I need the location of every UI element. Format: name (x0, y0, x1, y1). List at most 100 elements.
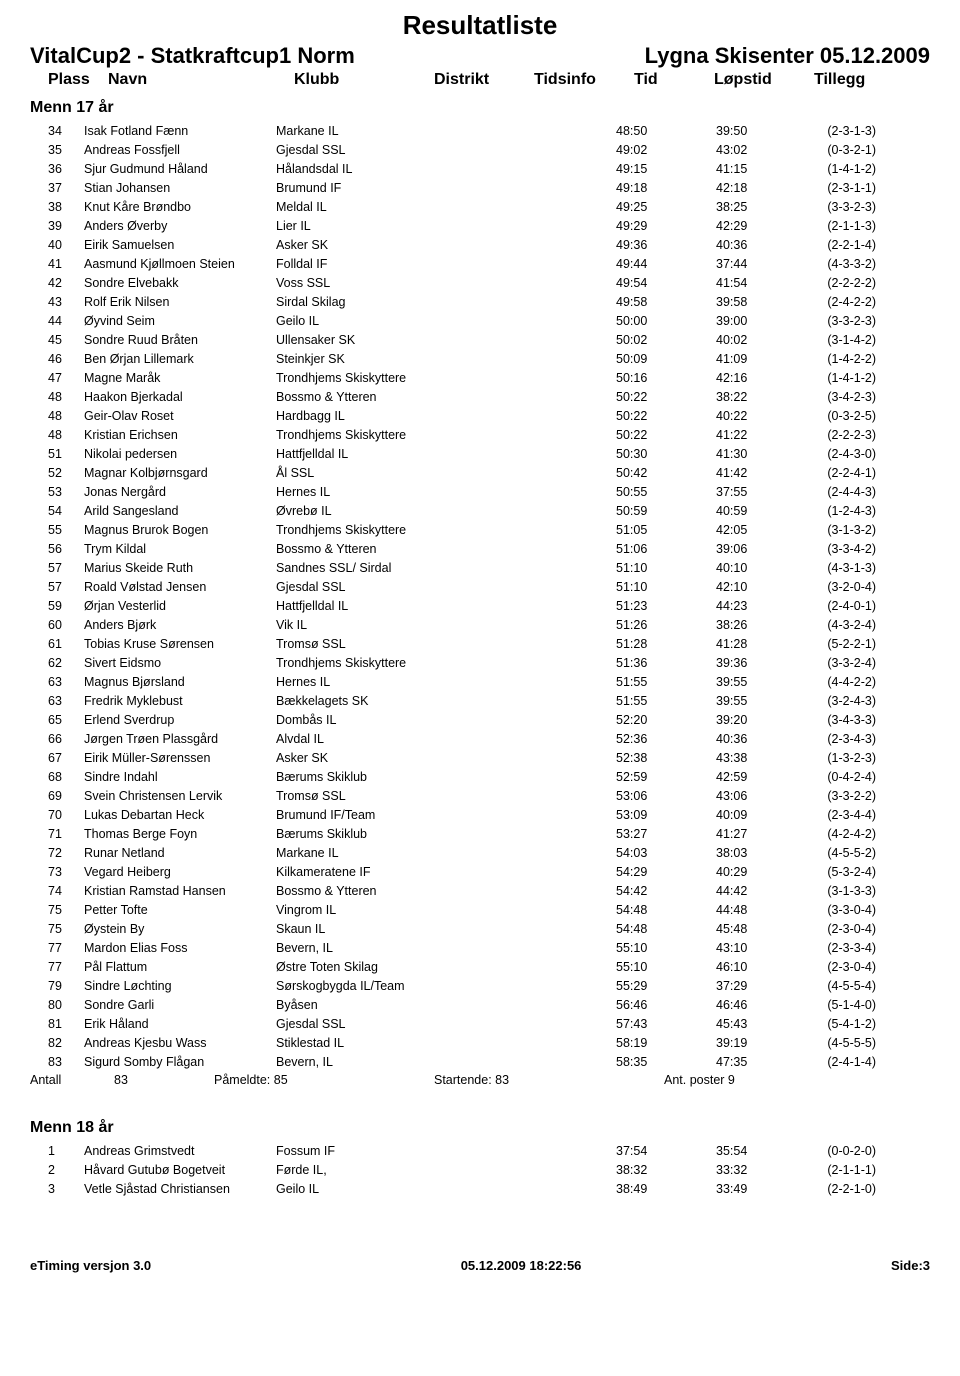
cell-navn: Jørgen Trøen Plassgård (84, 732, 276, 746)
cell-lopstid: 45:43 (716, 1017, 786, 1031)
table-row: 70Lukas Debartan HeckBrumund IF/Team53:0… (30, 805, 930, 824)
cell-tillegg: (0-3-2-5) (786, 409, 876, 423)
cell-klubb: Gjesdal SSL (276, 143, 476, 157)
cell-distrikt (476, 124, 546, 138)
cell-klubb: Ullensaker SK (276, 333, 476, 347)
cell-tid: 50:42 (616, 466, 716, 480)
cell-navn: Sindre Løchting (84, 979, 276, 993)
cell-tidsinfo (546, 276, 616, 290)
table-row: 71Thomas Berge FoynBærums Skiklub53:2741… (30, 824, 930, 843)
cell-navn: Haakon Bjerkadal (84, 390, 276, 404)
cell-tidsinfo (546, 466, 616, 480)
cell-klubb: Folldal IF (276, 257, 476, 271)
cell-tidsinfo (546, 675, 616, 689)
table-row: 39Anders ØverbyLier IL49:2942:29(2-1-1-3… (30, 216, 930, 235)
cell-navn: Sigurd Somby Flågan (84, 1055, 276, 1069)
cell-navn: Thomas Berge Foyn (84, 827, 276, 841)
cell-distrikt (476, 238, 546, 252)
cell-klubb: Sirdal Skilag (276, 295, 476, 309)
cell-tid: 51:10 (616, 580, 716, 594)
cell-plass: 59 (30, 599, 84, 613)
cell-klubb: Bærums Skiklub (276, 827, 476, 841)
cell-lopstid: 38:03 (716, 846, 786, 860)
cell-tidsinfo (546, 941, 616, 955)
cell-navn: Kristian Ramstad Hansen (84, 884, 276, 898)
cell-plass: 1 (30, 1144, 84, 1158)
page-title: Resultatliste (30, 10, 930, 41)
cell-distrikt (476, 314, 546, 328)
cell-tid: 50:22 (616, 409, 716, 423)
cell-navn: Mardon Elias Foss (84, 941, 276, 955)
cell-navn: Knut Kåre Brøndbo (84, 200, 276, 214)
col-distrikt: Distrikt (434, 71, 534, 89)
cell-tillegg: (2-3-1-3) (786, 124, 876, 138)
cell-tidsinfo (546, 162, 616, 176)
cell-tidsinfo (546, 599, 616, 613)
cell-tidsinfo (546, 1017, 616, 1031)
cell-tillegg: (2-2-1-4) (786, 238, 876, 252)
cell-tid: 50:09 (616, 352, 716, 366)
cell-tid: 51:23 (616, 599, 716, 613)
cell-distrikt (476, 580, 546, 594)
cell-tidsinfo (546, 694, 616, 708)
table-row: 35Andreas FossfjellGjesdal SSL49:0243:02… (30, 140, 930, 159)
cell-klubb: Asker SK (276, 238, 476, 252)
cell-tidsinfo (546, 618, 616, 632)
cell-plass: 75 (30, 903, 84, 917)
cell-tidsinfo (546, 143, 616, 157)
cell-lopstid: 39:36 (716, 656, 786, 670)
cell-tillegg: (2-4-0-1) (786, 599, 876, 613)
table-row: 79Sindre LøchtingSørskogbygda IL/Team55:… (30, 976, 930, 995)
cell-klubb: Meldal IL (276, 200, 476, 214)
cell-navn: Magne Maråk (84, 371, 276, 385)
cell-tidsinfo (546, 637, 616, 651)
cell-tillegg: (3-3-2-4) (786, 656, 876, 670)
col-lopstid: Løpstid (714, 71, 814, 89)
cell-tidsinfo (546, 257, 616, 271)
cell-plass: 63 (30, 675, 84, 689)
cell-navn: Øyvind Seim (84, 314, 276, 328)
table-row: 46Ben Ørjan LillemarkSteinkjer SK50:0941… (30, 349, 930, 368)
cell-plass: 47 (30, 371, 84, 385)
cell-tillegg: (2-1-1-1) (786, 1163, 876, 1177)
cell-tidsinfo (546, 371, 616, 385)
cell-distrikt (476, 713, 546, 727)
cell-tidsinfo (546, 846, 616, 860)
cell-tidsinfo (546, 865, 616, 879)
cell-navn: Andreas Fossfjell (84, 143, 276, 157)
cell-distrikt (476, 200, 546, 214)
cell-tid: 51:05 (616, 523, 716, 537)
cell-navn: Erik Håland (84, 1017, 276, 1031)
cell-tillegg: (5-1-4-0) (786, 998, 876, 1012)
cell-distrikt (476, 656, 546, 670)
table-row: 67Eirik Müller-SørenssenAsker SK52:3843:… (30, 748, 930, 767)
cell-klubb: Fossum IF (276, 1144, 476, 1158)
cell-tillegg: (4-3-3-2) (786, 257, 876, 271)
cell-lopstid: 40:02 (716, 333, 786, 347)
cell-klubb: Førde IL, (276, 1163, 476, 1177)
cell-tillegg: (3-1-4-2) (786, 333, 876, 347)
cell-klubb: Bossmo & Ytteren (276, 542, 476, 556)
cell-klubb: Hernes IL (276, 485, 476, 499)
cell-klubb: Bækkelagets SK (276, 694, 476, 708)
cell-plass: 40 (30, 238, 84, 252)
cell-navn: Magnus Brurok Bogen (84, 523, 276, 537)
cell-klubb: Voss SSL (276, 276, 476, 290)
cell-navn: Runar Netland (84, 846, 276, 860)
table-row: 74Kristian Ramstad HansenBossmo & Yttere… (30, 881, 930, 900)
col-tidsinfo: Tidsinfo (534, 71, 634, 89)
cell-tillegg: (5-2-2-1) (786, 637, 876, 651)
table-row: 42Sondre ElvebakkVoss SSL49:5441:54(2-2-… (30, 273, 930, 292)
cell-lopstid: 45:48 (716, 922, 786, 936)
table-row: 66Jørgen Trøen PlassgårdAlvdal IL52:3640… (30, 729, 930, 748)
cell-plass: 62 (30, 656, 84, 670)
cell-distrikt (476, 295, 546, 309)
cell-plass: 77 (30, 941, 84, 955)
cell-tid: 49:25 (616, 200, 716, 214)
table-row: 68Sindre IndahlBærums Skiklub52:5942:59(… (30, 767, 930, 786)
cell-lopstid: 39:55 (716, 675, 786, 689)
cell-tid: 50:02 (616, 333, 716, 347)
cell-navn: Isak Fotland Fænn (84, 124, 276, 138)
table-row: 65Erlend SverdrupDombås IL52:2039:20(3-4… (30, 710, 930, 729)
cell-klubb: Gjesdal SSL (276, 580, 476, 594)
